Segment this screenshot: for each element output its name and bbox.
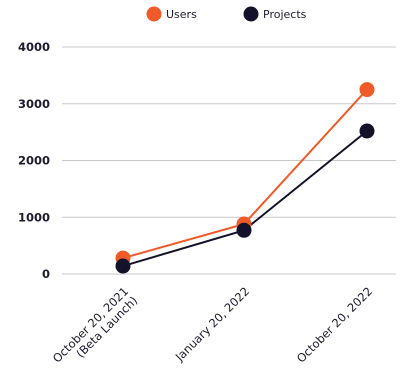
x-tick-label: January 20, 2022 (172, 284, 252, 364)
data-point-users (359, 82, 375, 98)
y-tick-label: 0 (42, 267, 50, 281)
x-tick-label-line: October 20, 2021 (50, 284, 131, 365)
series-lines (115, 82, 375, 274)
series-line-projects (122, 130, 368, 268)
legend-label-projects: Projects (263, 8, 307, 21)
x-tick-label: October 20, 2022 (294, 284, 375, 365)
data-point-projects (359, 123, 375, 139)
y-axis-tick-labels: 0 1000 2000 3000 4000 (18, 40, 50, 281)
x-axis-tick-labels: October 20, 2021(Beta Launch) January 20,… (50, 284, 375, 365)
gridlines (62, 46, 396, 275)
legend-label-users: Users (166, 8, 197, 21)
y-tick-label: 2000 (18, 154, 50, 168)
y-tick-label: 3000 (18, 97, 50, 111)
x-tick-label: October 20, 2021(Beta Launch) (50, 284, 140, 365)
data-point-projects (236, 222, 252, 238)
y-tick-label: 4000 (18, 40, 50, 54)
y-tick-label: 1000 (18, 210, 50, 224)
x-tick-label-line: January 20, 2022 (172, 284, 252, 364)
data-point-projects (115, 258, 131, 274)
legend-swatch-projects (243, 6, 259, 22)
x-tick-label-line: October 20, 2022 (294, 284, 375, 365)
legend-swatch-users (146, 6, 162, 22)
legend: Users Projects (146, 6, 307, 22)
